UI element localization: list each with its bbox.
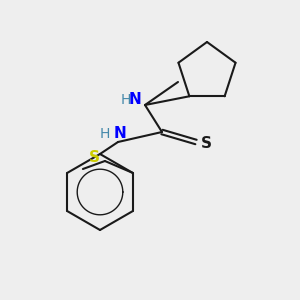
Text: H: H	[100, 127, 110, 141]
Text: S: S	[201, 136, 212, 152]
Text: N: N	[114, 127, 126, 142]
Text: S: S	[89, 149, 100, 164]
Text: H: H	[121, 93, 131, 107]
Text: N: N	[128, 92, 141, 107]
